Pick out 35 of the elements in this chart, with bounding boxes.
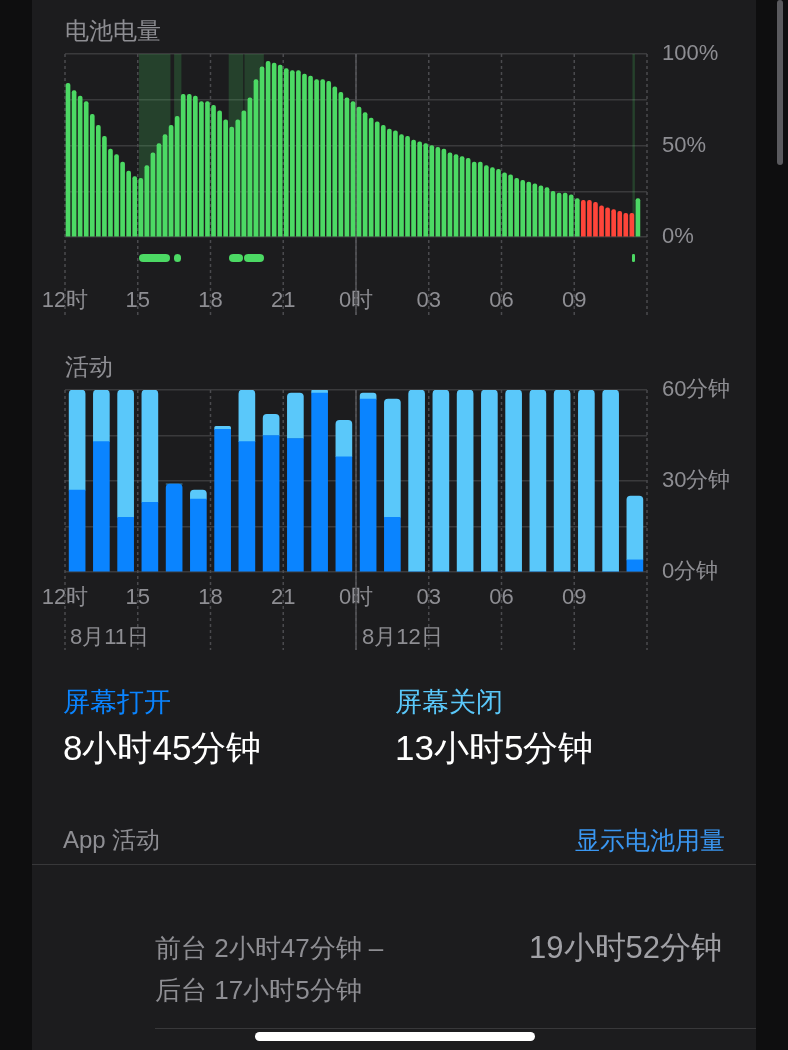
- text: 8月12日: [362, 624, 443, 650]
- x-tick-label: 0时: [338, 287, 374, 313]
- text: 13小时5分钟: [395, 727, 594, 769]
- y-tick-label: 0分钟: [662, 558, 719, 584]
- text: 8小时45分钟: [63, 727, 262, 769]
- x-tick-label: 06: [489, 584, 514, 610]
- text: App 活动: [63, 826, 161, 854]
- x-tick-label: 03: [416, 287, 441, 313]
- x-tick-label: 0时: [338, 584, 374, 610]
- x-tick-label: 18: [198, 584, 223, 610]
- x-tick-label: 15: [125, 287, 150, 313]
- text: 前台 2小时47分钟 –: [155, 932, 384, 964]
- x-tick-label: 06: [489, 287, 514, 313]
- text: 显示电池用量: [575, 826, 725, 854]
- x-tick-label: 09: [562, 287, 587, 313]
- x-tick-label: 21: [271, 584, 296, 610]
- chart-title: 电池电量: [65, 17, 161, 45]
- text: 8月11日: [70, 624, 150, 650]
- y-tick-label: 100%: [662, 40, 719, 66]
- text: 屏幕关闭: [395, 686, 503, 718]
- y-tick-label: 0%: [662, 223, 694, 249]
- x-tick-label: 09: [562, 584, 587, 610]
- x-tick-label: 12时: [41, 287, 89, 313]
- x-tick-label: 21: [271, 287, 296, 313]
- x-tick-label: 12时: [41, 584, 89, 610]
- y-tick-label: 30分钟: [662, 467, 731, 493]
- chart-title: 活动: [65, 353, 113, 381]
- x-tick-label: 18: [198, 287, 223, 313]
- text: 屏幕打开: [63, 686, 171, 718]
- y-tick-label: 50%: [662, 131, 707, 157]
- text: 后台 17小时5分钟: [155, 974, 362, 1006]
- text: 19小时52分钟: [529, 930, 722, 966]
- x-tick-label: 15: [125, 584, 150, 610]
- y-tick-label: 60分钟: [662, 376, 731, 402]
- x-tick-label: 03: [416, 584, 441, 610]
